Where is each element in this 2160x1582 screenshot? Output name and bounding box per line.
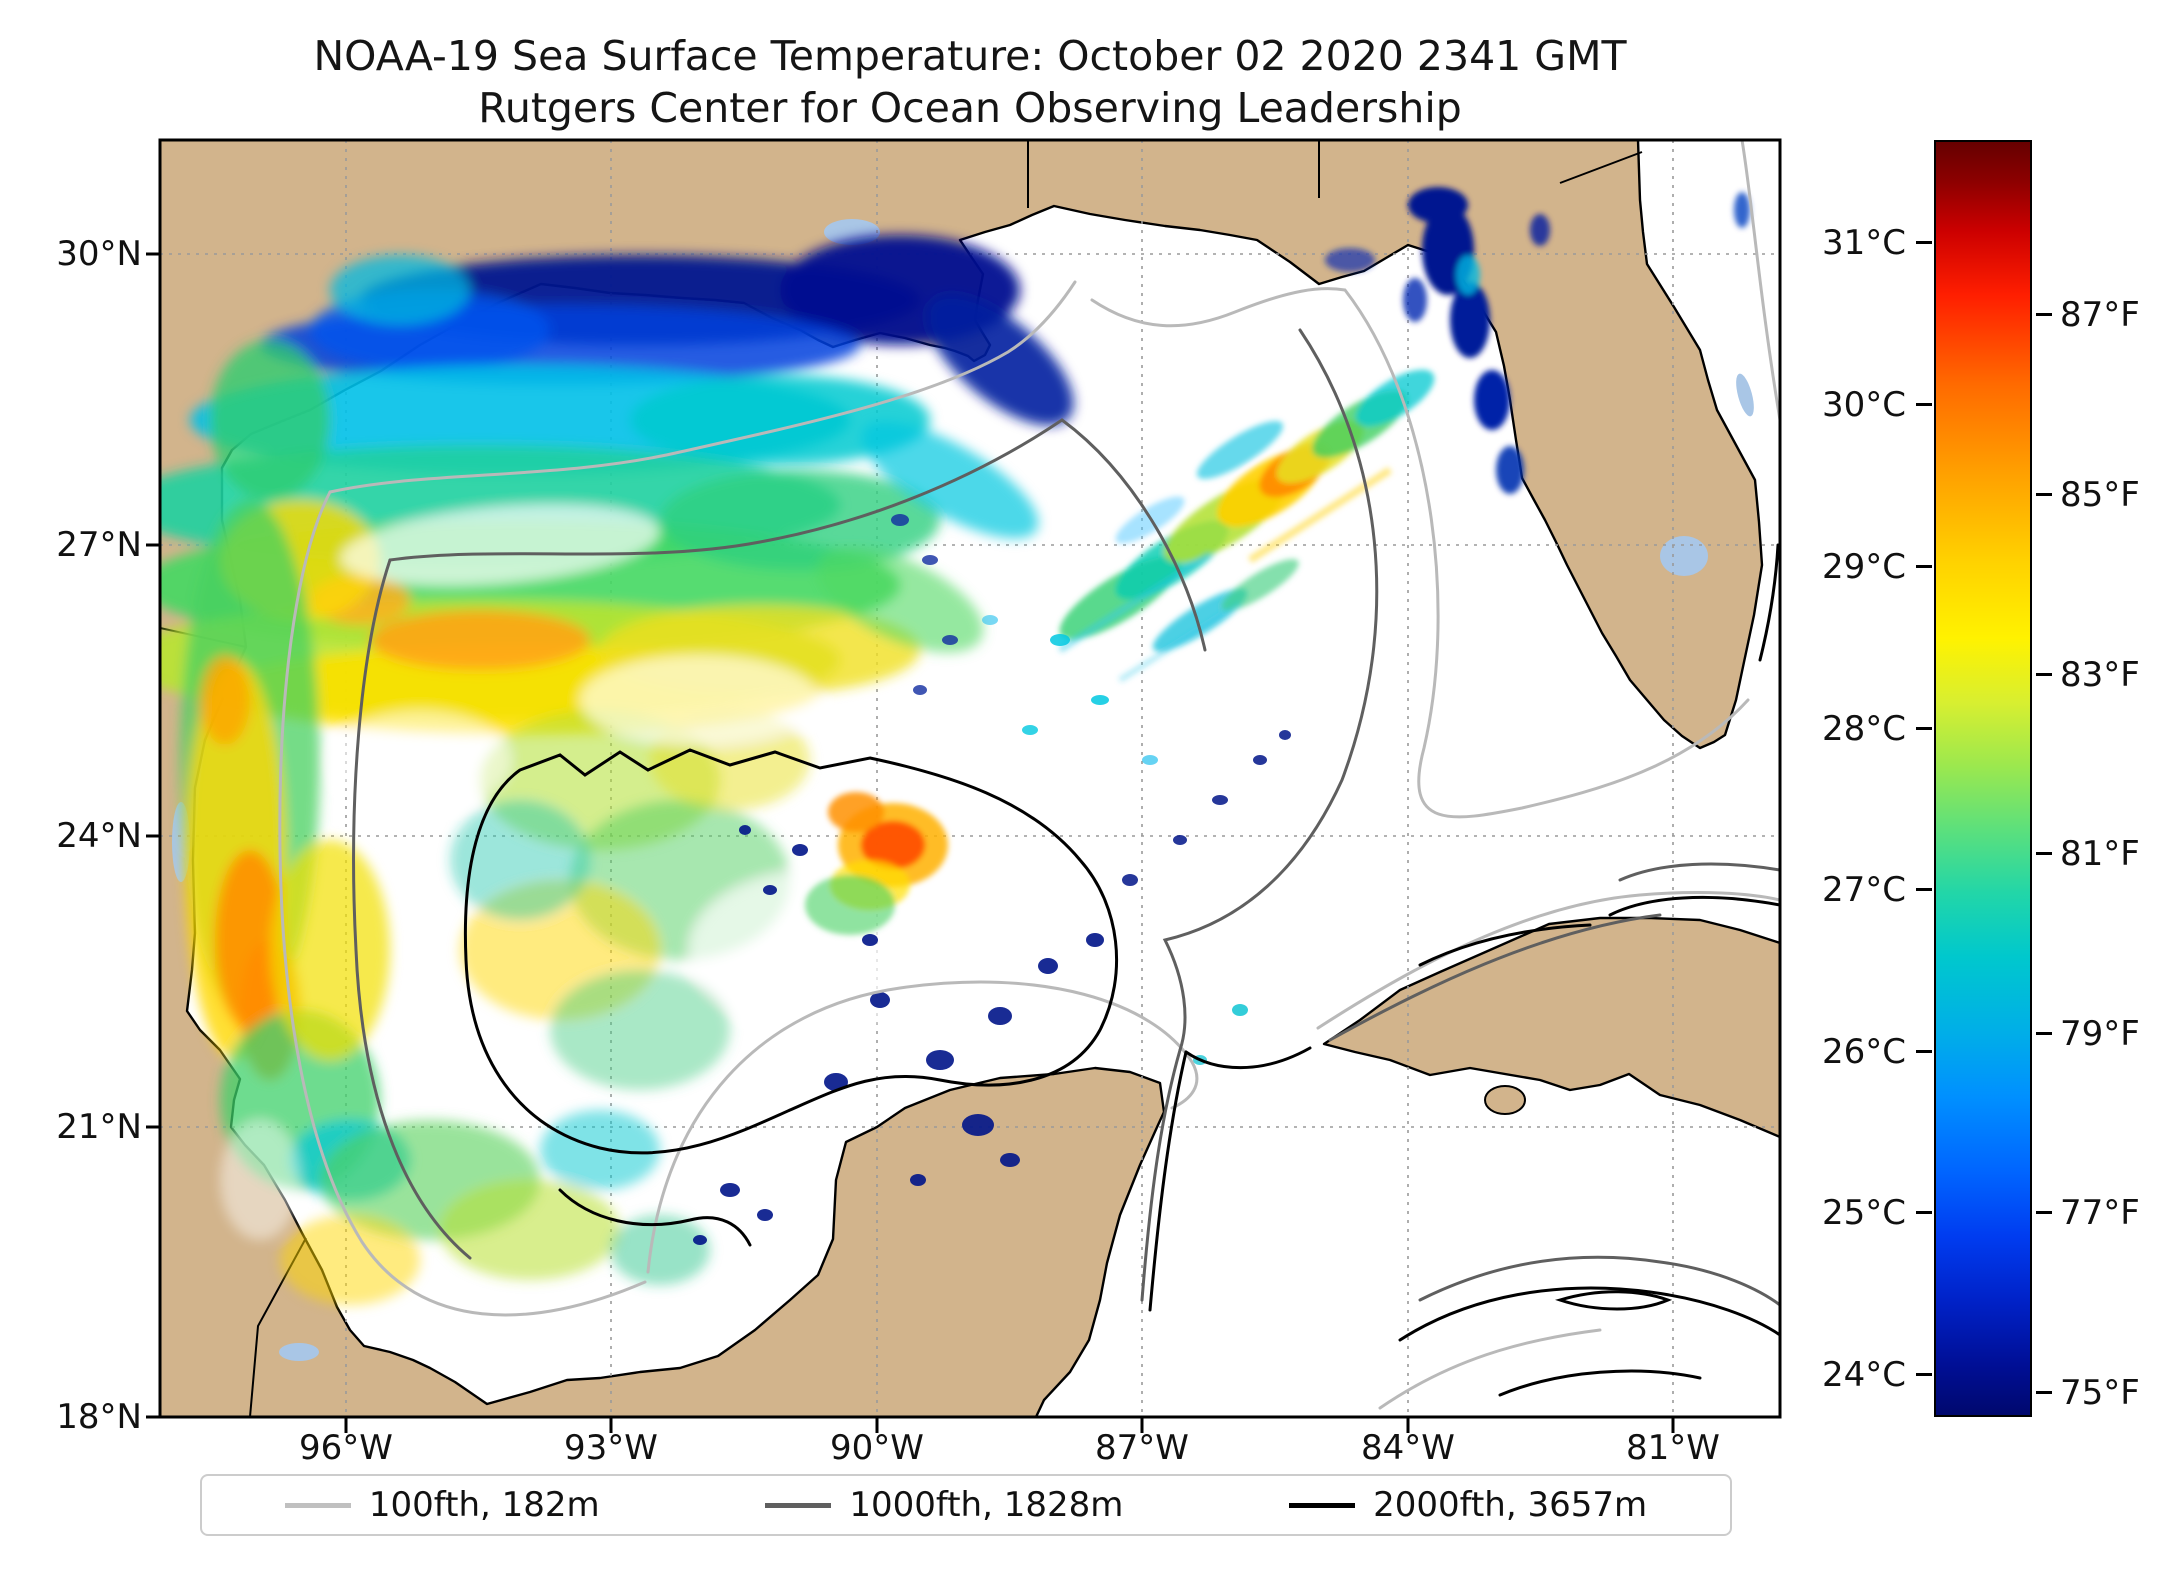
contour-1000fth-line-sample (765, 1502, 832, 1508)
lon-tick-label: 93°W (564, 1428, 658, 1468)
figure-title: NOAA-19 Sea Surface Temperature: October… (160, 30, 1780, 134)
colorbar-tick-c (1916, 565, 1932, 568)
contour-2000fth (463, 543, 1780, 1397)
colorbar-tick-c (1916, 403, 1932, 406)
legend-item-2000fth: 2000fth, 3657m (1289, 1485, 1647, 1525)
axis-ticks (146, 252, 1675, 1433)
lon-tick-label: 87°W (1095, 1428, 1189, 1468)
colorbar-tick-f (2036, 1211, 2052, 1214)
contour-100fth-line-sample (284, 1502, 351, 1508)
legend-item-100fth: 100fth, 182m (284, 1485, 600, 1525)
map-frame (158, 138, 1782, 1419)
lat-tick-label: 21°N (56, 1107, 142, 1147)
colorbar-tick-f (2036, 493, 2052, 496)
lon-tick-label: 96°W (299, 1428, 393, 1468)
sst-speckles (693, 514, 1291, 1245)
contour-100fth (278, 140, 1780, 1410)
colorbar-tick-f (2036, 852, 2052, 855)
lat-tick-label: 27°N (56, 525, 142, 565)
colorbar-tick-c (1916, 1211, 1932, 1214)
legend-label: 2000fth, 3657m (1373, 1485, 1648, 1525)
lat-tick-label: 30°N (56, 234, 142, 274)
cuba-land (1322, 916, 1780, 1139)
celsius-tick-label: 26°C (1821, 1032, 1906, 1072)
legend-item-1000fth: 1000fth, 1828m (765, 1485, 1123, 1525)
colorbar-tick-f (2036, 1391, 2052, 1394)
lat-tick-label: 18°N (56, 1397, 142, 1437)
colorbar-tick-c (1916, 727, 1932, 730)
title-line-1: NOAA-19 Sea Surface Temperature: October… (313, 32, 1627, 80)
celsius-tick-label: 28°C (1821, 709, 1906, 749)
colorbar-tick-c (1916, 241, 1932, 244)
colorbar-tick-c (1916, 888, 1932, 891)
title-line-2: Rutgers Center for Ocean Observing Leade… (478, 84, 1462, 132)
contour-legend: 100fth, 182m 1000fth, 1828m 2000fth, 365… (200, 1474, 1732, 1536)
celsius-tick-label: 27°C (1821, 870, 1906, 910)
legend-label: 1000fth, 1828m (849, 1485, 1124, 1525)
legend-label: 100fth, 182m (368, 1485, 600, 1525)
contour-1000fth (352, 328, 1780, 1307)
fahrenheit-tick-label: 81°F (2060, 834, 2140, 874)
bathymetry-contours (278, 140, 1780, 1410)
lon-tick-label: 90°W (830, 1428, 924, 1468)
celsius-tick-label: 29°C (1821, 547, 1906, 587)
celsius-tick-label: 31°C (1821, 223, 1906, 263)
colorbar-tick-f (2036, 673, 2052, 676)
celsius-tick-label: 24°C (1821, 1355, 1906, 1395)
colorbar-tick-f (2036, 1032, 2052, 1035)
colorbar-tick-f (2036, 313, 2052, 316)
colorbar (1934, 140, 2032, 1417)
colorbar-tick-c (1916, 1050, 1932, 1053)
contour-2000fth-line-sample (1289, 1502, 1356, 1508)
lat-tick-label: 24°N (56, 816, 142, 856)
sst-layer (160, 187, 1750, 1305)
lon-tick-label: 81°W (1626, 1428, 1720, 1468)
isla-juventud (1484, 1085, 1526, 1115)
fahrenheit-tick-label: 79°F (2060, 1014, 2140, 1054)
fahrenheit-tick-label: 87°F (2060, 295, 2140, 335)
colorbar-tick-c (1916, 1373, 1932, 1376)
fahrenheit-tick-label: 85°F (2060, 475, 2140, 515)
lon-tick-label: 84°W (1361, 1428, 1455, 1468)
fahrenheit-tick-label: 75°F (2060, 1373, 2140, 1413)
celsius-tick-label: 30°C (1821, 385, 1906, 425)
fahrenheit-tick-label: 77°F (2060, 1193, 2140, 1233)
fahrenheit-tick-label: 83°F (2060, 655, 2140, 695)
celsius-tick-label: 25°C (1821, 1193, 1906, 1233)
